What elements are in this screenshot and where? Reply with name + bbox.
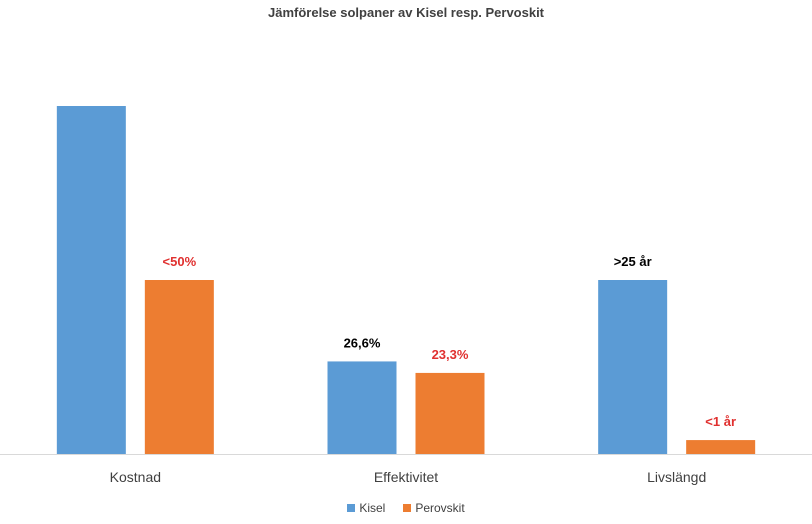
category-label-2: Livslängd (647, 469, 706, 485)
bar-perovskit-2 (686, 440, 756, 454)
chart-title: Jämförelse solpaner av Kisel resp. Pervo… (267, 5, 545, 20)
legend-label-kisel: Kisel (359, 501, 386, 515)
legend-item-perovskit: Perovskit (403, 501, 465, 515)
data-label-kisel-1: 26,6% (344, 335, 381, 350)
bar-kisel-1 (327, 361, 397, 454)
data-label-kisel-2: >25 år (614, 254, 652, 269)
category-label-0: Kostnad (110, 469, 161, 485)
bar-perovskit-1 (415, 372, 485, 454)
data-label-perovskit-2: <1 år (705, 414, 736, 429)
bar-kisel-2 (598, 280, 668, 454)
category-label-1: Effektivitet (374, 469, 438, 485)
legend-label-perovskit: Perovskit (415, 501, 465, 515)
legend-swatch-perovskit (403, 504, 412, 512)
chart-legend: Kisel Perovskit (0, 501, 812, 515)
bar-perovskit-0 (144, 280, 214, 454)
data-label-perovskit-1: 23,3% (432, 347, 469, 362)
bar-kisel-0 (56, 106, 126, 454)
data-label-perovskit-0: <50% (163, 254, 197, 269)
legend-swatch-kisel (347, 504, 356, 512)
legend-item-kisel: Kisel (347, 501, 385, 515)
